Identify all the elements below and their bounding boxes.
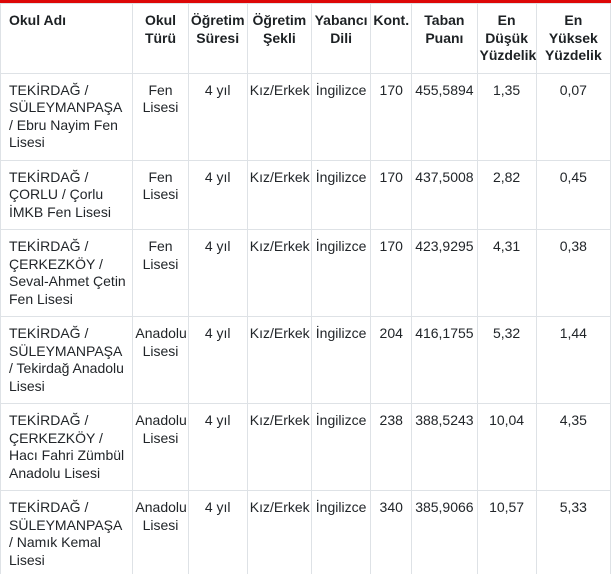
- header-ogretim-suresi: Öğretim Süresi: [187, 3, 248, 74]
- cell-en-dusuk-yuzdelik: 10,57: [476, 490, 537, 574]
- cell-kont: 204: [370, 316, 413, 404]
- header-okul-turu: Okul Türü: [132, 3, 189, 74]
- table-row: TEKİRDAĞ / ÇORLU / Çorlu İMKB Fen Lisesi…: [0, 159, 611, 230]
- cell-en-dusuk-yuzdelik: 5,32: [476, 316, 537, 404]
- cell-yabanci-dili: İngilizce: [310, 229, 372, 317]
- header-en-dusuk-yuzdelik: En Düşük Yüzdelik: [476, 3, 537, 74]
- cell-yabanci-dili: İngilizce: [310, 159, 372, 230]
- cell-taban-puani: 388,5243: [411, 403, 478, 491]
- cell-en-dusuk-yuzdelik: 2,82: [476, 159, 537, 230]
- table-row: TEKİRDAĞ / SÜLEYMANPAŞA / Namık Kemal Li…: [0, 490, 611, 574]
- cell-taban-puani: 423,9295: [411, 229, 478, 317]
- cell-okul-adi: TEKİRDAĞ / SÜLEYMANPAŞA / Namık Kemal Li…: [0, 490, 134, 574]
- cell-en-yuksek-yuzdelik: 0,07: [535, 72, 611, 161]
- table-row: TEKİRDAĞ / SÜLEYMANPAŞA / Tekirdağ Anado…: [0, 316, 611, 404]
- cell-kont: 340: [370, 490, 413, 574]
- cell-kont: 238: [370, 403, 413, 491]
- cell-en-yuksek-yuzdelik: 5,33: [535, 490, 611, 574]
- cell-ogretim-suresi: 4 yıl: [187, 72, 248, 161]
- cell-okul-adi: TEKİRDAĞ / ÇORLU / Çorlu İMKB Fen Lisesi: [0, 159, 134, 230]
- cell-en-yuksek-yuzdelik: 1,44: [535, 316, 611, 404]
- header-en-yuksek-yuzdelik: En Yüksek Yüzdelik: [535, 3, 611, 74]
- cell-taban-puani: 416,1755: [411, 316, 478, 404]
- table-row: TEKİRDAĞ / SÜLEYMANPAŞA / Ebru Nayim Fen…: [0, 72, 611, 161]
- cell-ogretim-suresi: 4 yıl: [187, 316, 248, 404]
- header-yabanci-dili: Yabancı Dili: [310, 3, 372, 74]
- header-ogretim-sekli: Öğretim Şekli: [246, 3, 312, 74]
- cell-okul-adi: TEKİRDAĞ / SÜLEYMANPAŞA / Ebru Nayim Fen…: [0, 72, 134, 161]
- top-accent-bar: [0, 0, 611, 3]
- cell-okul-adi: TEKİRDAĞ / ÇERKEZKÖY / Seval-Ahmet Çetin…: [0, 229, 134, 317]
- cell-ogretim-suresi: 4 yıl: [187, 403, 248, 491]
- header-taban-puani: Taban Puanı: [411, 3, 478, 74]
- cell-en-yuksek-yuzdelik: 0,38: [535, 229, 611, 317]
- cell-okul-adi: TEKİRDAĞ / ÇERKEZKÖY / Hacı Fahri Zümbül…: [0, 403, 134, 491]
- cell-yabanci-dili: İngilizce: [310, 403, 372, 491]
- cell-ogretim-sekli: Kız/Erkek: [246, 403, 312, 491]
- header-okul-adi: Okul Adı: [0, 3, 134, 74]
- cell-ogretim-suresi: 4 yıl: [187, 159, 248, 230]
- table-row: TEKİRDAĞ / ÇERKEZKÖY / Hacı Fahri Zümbül…: [0, 403, 611, 491]
- cell-ogretim-sekli: Kız/Erkek: [246, 229, 312, 317]
- table-header-row: Okul Adı Okul Türü Öğretim Süresi Öğreti…: [0, 3, 611, 74]
- cell-okul-turu: Anadolu Lisesi: [132, 490, 189, 574]
- cell-okul-turu: Anadolu Lisesi: [132, 316, 189, 404]
- header-kont: Kont.: [370, 3, 413, 74]
- cell-ogretim-sekli: Kız/Erkek: [246, 316, 312, 404]
- cell-kont: 170: [370, 229, 413, 317]
- cell-kont: 170: [370, 159, 413, 230]
- cell-en-dusuk-yuzdelik: 4,31: [476, 229, 537, 317]
- cell-en-dusuk-yuzdelik: 1,35: [476, 72, 537, 161]
- cell-ogretim-sekli: Kız/Erkek: [246, 490, 312, 574]
- cell-ogretim-sekli: Kız/Erkek: [246, 159, 312, 230]
- cell-okul-turu: Fen Lisesi: [132, 229, 189, 317]
- cell-taban-puani: 455,5894: [411, 72, 478, 161]
- cell-taban-puani: 437,5008: [411, 159, 478, 230]
- cell-taban-puani: 385,9066: [411, 490, 478, 574]
- cell-en-yuksek-yuzdelik: 4,35: [535, 403, 611, 491]
- school-placement-table: Okul Adı Okul Türü Öğretim Süresi Öğreti…: [0, 3, 611, 574]
- cell-okul-turu: Fen Lisesi: [132, 159, 189, 230]
- cell-ogretim-sekli: Kız/Erkek: [246, 72, 312, 161]
- cell-ogretim-suresi: 4 yıl: [187, 229, 248, 317]
- table-row: TEKİRDAĞ / ÇERKEZKÖY / Seval-Ahmet Çetin…: [0, 229, 611, 317]
- cell-yabanci-dili: İngilizce: [310, 490, 372, 574]
- cell-kont: 170: [370, 72, 413, 161]
- cell-okul-turu: Fen Lisesi: [132, 72, 189, 161]
- cell-yabanci-dili: İngilizce: [310, 316, 372, 404]
- cell-yabanci-dili: İngilizce: [310, 72, 372, 161]
- cell-en-yuksek-yuzdelik: 0,45: [535, 159, 611, 230]
- cell-okul-turu: Anadolu Lisesi: [132, 403, 189, 491]
- cell-okul-adi: TEKİRDAĞ / SÜLEYMANPAŞA / Tekirdağ Anado…: [0, 316, 134, 404]
- cell-en-dusuk-yuzdelik: 10,04: [476, 403, 537, 491]
- cell-ogretim-suresi: 4 yıl: [187, 490, 248, 574]
